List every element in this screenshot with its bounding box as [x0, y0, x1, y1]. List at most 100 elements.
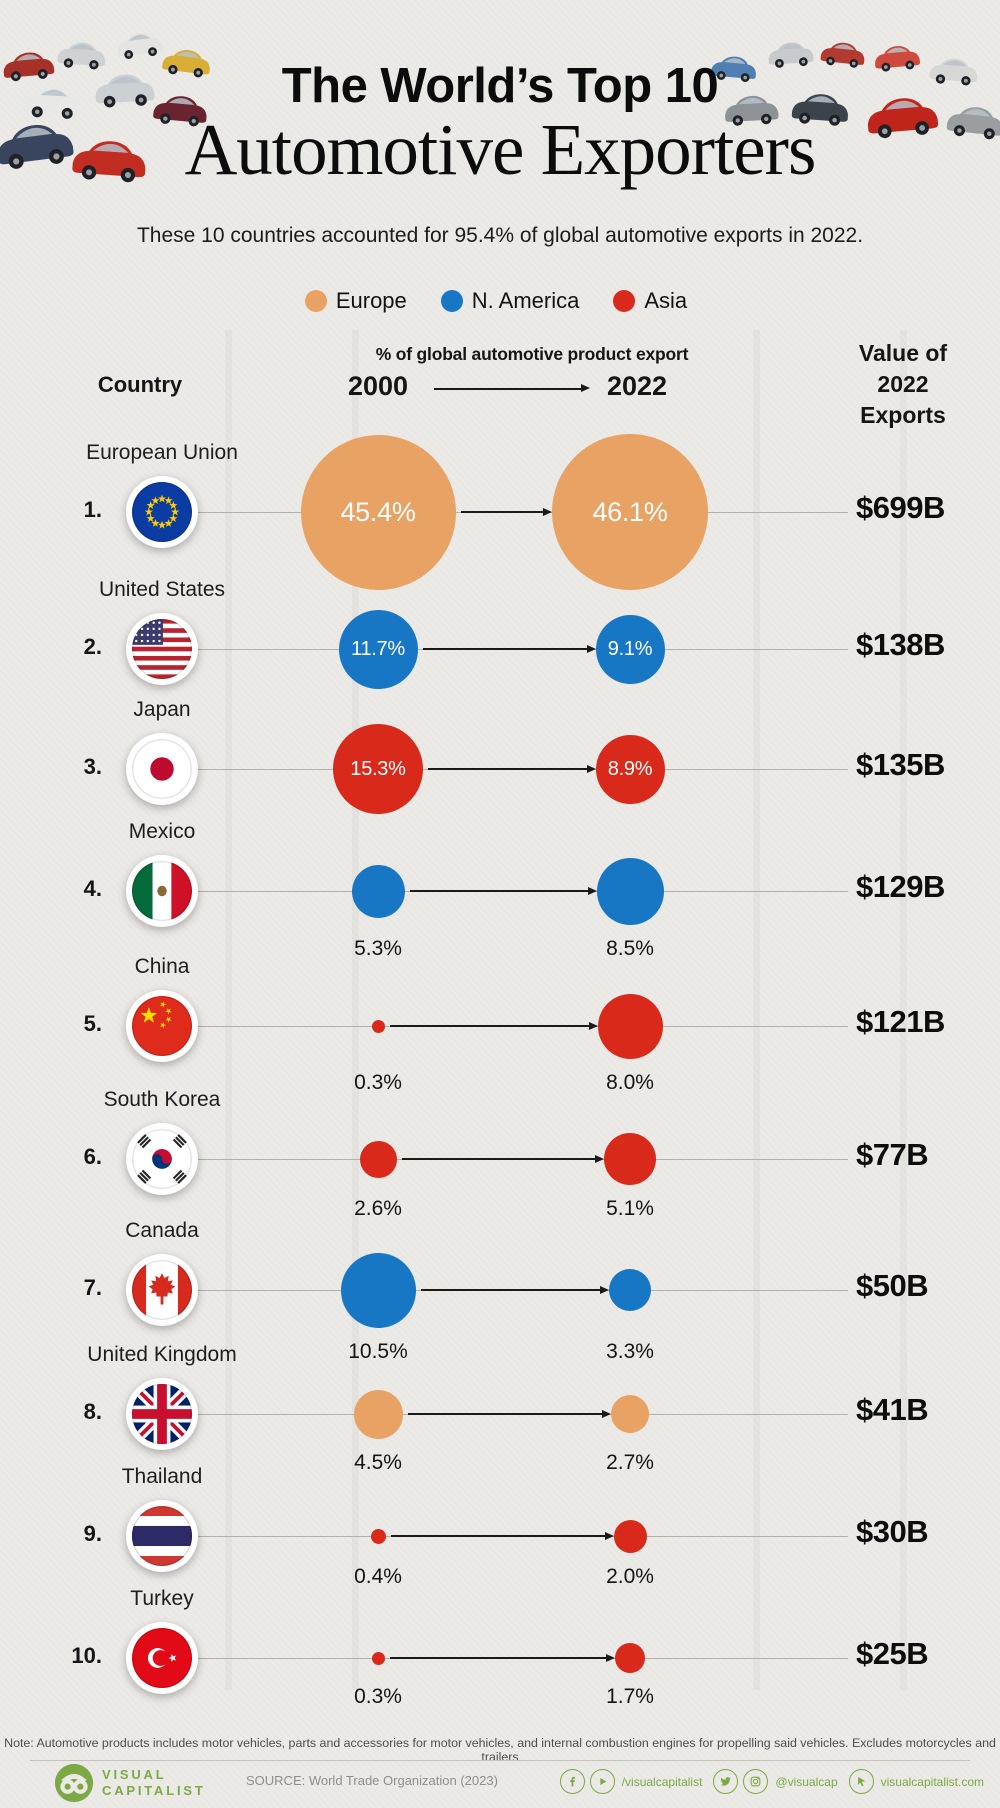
trend-arrow-icon [401, 1154, 604, 1163]
rank-label: 10. [71, 1643, 102, 1668]
pct-2000-label: 0.3% [354, 1685, 402, 1708]
pct-2000-label: 5.3% [354, 936, 402, 960]
export-value: $30B [856, 1514, 929, 1549]
rank-label: 4. [83, 876, 102, 901]
instagram-icon[interactable] [743, 1769, 769, 1794]
rank-label: 1. [83, 497, 102, 522]
trend-arrow-icon [422, 644, 596, 653]
paper-crease-line [900, 330, 907, 1690]
flag-kr [126, 1123, 198, 1195]
trend-arrow-icon [389, 1653, 615, 1662]
bubble-2022 [604, 1133, 656, 1185]
bubble-2022 [596, 857, 664, 925]
column-header-value: Value of 2022 Exports [803, 338, 1000, 431]
country-name: Mexico [128, 820, 196, 843]
rank-label: 3. [83, 754, 102, 779]
flag-mx [126, 855, 198, 927]
pct-2000-label: 2.6% [354, 1197, 402, 1220]
country-name: Thailand [121, 1465, 203, 1488]
pct-2022-label: 1.7% [606, 1685, 654, 1708]
toy-cars-photo-left [0, 32, 210, 183]
column-header-value-line2: 2022 [877, 371, 929, 397]
legend-label-asia: Asia [644, 288, 688, 313]
pct-2022-label: 8.0% [606, 1070, 654, 1094]
paper-crease-line [753, 330, 760, 1690]
legend-item-asia: Asia [613, 288, 687, 314]
bubble-2000 [351, 864, 405, 918]
export-value: $77B [856, 1137, 929, 1172]
bubble-2000 [340, 1252, 416, 1328]
bubble-2022: 8.9% [595, 734, 665, 804]
bubble-2022: 46.1% [552, 434, 708, 590]
flag-uk [126, 1378, 198, 1450]
export-value: $121B [856, 1004, 945, 1039]
twitter-icon[interactable] [713, 1769, 739, 1794]
column-header-value-line3: Exports [860, 402, 946, 428]
bubble-2000: 45.4% [300, 434, 456, 590]
bubble-2022 [611, 1395, 649, 1433]
page-title-line2: Automotive Exporters [184, 109, 817, 190]
bubble-2000-label: 45.4% [340, 496, 416, 527]
trend-arrow-icon [390, 1531, 614, 1540]
bubble-2022 [613, 1519, 647, 1553]
column-header-country: Country [97, 372, 183, 397]
facebook-icon[interactable] [559, 1769, 585, 1794]
flag-tr [126, 1622, 198, 1694]
trend-arrow-icon [389, 1021, 598, 1030]
bubble-2022 [609, 1269, 651, 1311]
social-website: visualcapitalist.com [880, 1774, 984, 1789]
bubble-2000 [370, 1528, 386, 1544]
trend-arrow-icon [407, 1409, 611, 1418]
export-value: $25B [856, 1636, 929, 1671]
flag-ca [126, 1254, 198, 1326]
country-name: United Kingdom [87, 1343, 237, 1366]
page-title-line1: The World’s Top 10 [281, 59, 719, 113]
country-name: Japan [133, 698, 191, 721]
brand-name-line1: VISUAL [102, 1767, 167, 1782]
header-year-arrow-icon [434, 385, 590, 392]
paper-crease-line [225, 330, 232, 1690]
pct-2000-label: 0.3% [354, 1070, 402, 1094]
export-value: $699B [856, 490, 945, 525]
trend-arrow-icon [409, 886, 597, 895]
footer-divider [30, 1760, 970, 1761]
export-value: $41B [856, 1392, 929, 1427]
pct-2022-label: 8.5% [606, 936, 654, 960]
social-handle-secondary: @visualcap [775, 1774, 838, 1789]
bubble-2022-label: 9.1% [607, 637, 653, 660]
bubble-2000: 15.3% [333, 724, 423, 814]
pct-2022-label: 5.1% [606, 1197, 654, 1220]
page-subtitle: These 10 countries accounted for 95.4% o… [136, 224, 864, 247]
legend-dot-asia [613, 290, 636, 312]
bubble-2000-label: 11.7% [351, 637, 405, 660]
bubble-2000 [353, 1389, 403, 1439]
column-header-percent: % of global automotive product export [375, 344, 689, 364]
visual-capitalist-logo-icon [54, 1763, 94, 1803]
trend-arrow-icon [428, 764, 595, 773]
cursor-icon[interactable] [848, 1769, 874, 1794]
export-value: $138B [856, 627, 945, 662]
legend-item-europe: Europe [304, 288, 407, 314]
bubble-2022 [615, 1643, 645, 1673]
rank-label: 8. [83, 1399, 102, 1424]
country-name: China [134, 955, 190, 978]
column-header-year-2022: 2022 [606, 371, 668, 401]
column-header-value-line1: Value of [858, 340, 948, 366]
pct-2000-label: 4.5% [354, 1450, 402, 1474]
country-name: United States [98, 578, 226, 601]
pct-2000-label: 0.4% [354, 1564, 402, 1588]
pct-2022-label: 2.7% [606, 1450, 654, 1474]
bubble-2000 [371, 1019, 385, 1033]
legend-label-europe: Europe [335, 288, 407, 313]
pct-2022-label: 2.0% [606, 1564, 654, 1588]
toy-cars-photo-right [711, 42, 1000, 140]
bubble-2000 [371, 1651, 385, 1665]
bubble-2022-label: 8.9% [607, 757, 653, 780]
legend: Europe N. America Asia [0, 288, 992, 314]
brand-name-line2: CAPITALIST [102, 1783, 206, 1798]
export-value: $50B [856, 1268, 929, 1303]
bubble-2022: 9.1% [595, 614, 665, 684]
youtube-play-icon[interactable] [589, 1769, 615, 1794]
bubble-2000 [359, 1140, 397, 1178]
